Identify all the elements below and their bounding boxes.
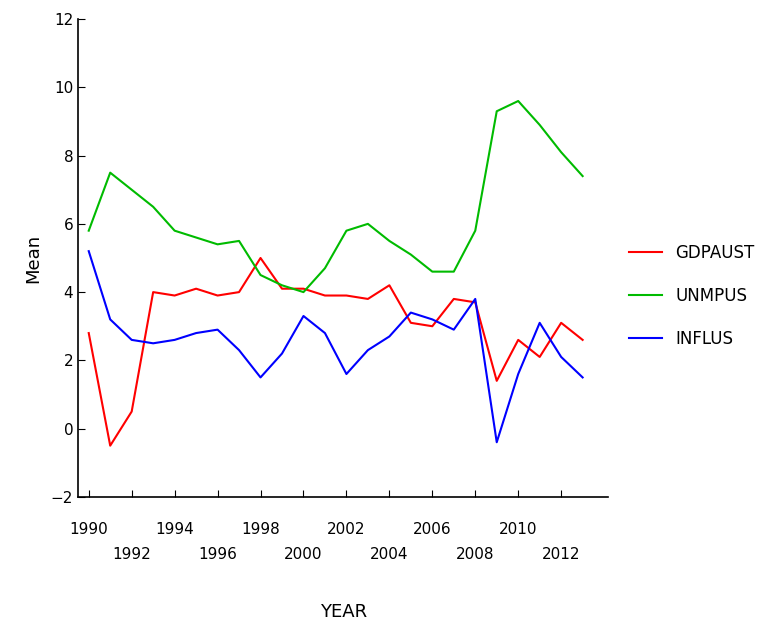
UNMPUS bbox=[578, 172, 587, 180]
INFLUS bbox=[342, 370, 351, 378]
UNMPUS bbox=[127, 186, 136, 194]
Y-axis label: Mean: Mean bbox=[24, 233, 42, 283]
GDPAUST bbox=[321, 292, 330, 299]
INFLUS bbox=[363, 347, 373, 354]
Text: 2004: 2004 bbox=[370, 547, 409, 562]
Text: 2006: 2006 bbox=[413, 522, 452, 537]
Line: UNMPUS: UNMPUS bbox=[89, 101, 583, 292]
INFLUS bbox=[321, 329, 330, 337]
INFLUS bbox=[191, 329, 200, 337]
GDPAUST bbox=[342, 292, 351, 299]
UNMPUS bbox=[342, 227, 351, 234]
GDPAUST bbox=[492, 377, 502, 385]
UNMPUS bbox=[256, 271, 265, 279]
GDPAUST bbox=[127, 408, 136, 415]
UNMPUS bbox=[321, 264, 330, 272]
UNMPUS bbox=[84, 227, 94, 234]
UNMPUS bbox=[492, 108, 502, 115]
UNMPUS bbox=[427, 268, 437, 275]
GDPAUST bbox=[535, 353, 544, 361]
UNMPUS bbox=[556, 148, 566, 156]
INFLUS bbox=[278, 350, 287, 357]
INFLUS bbox=[213, 326, 222, 334]
Text: 1994: 1994 bbox=[155, 522, 194, 537]
GDPAUST bbox=[105, 442, 115, 450]
INFLUS bbox=[427, 315, 437, 323]
Text: 2008: 2008 bbox=[456, 547, 495, 562]
Text: 2002: 2002 bbox=[327, 522, 366, 537]
GDPAUST bbox=[234, 289, 243, 296]
UNMPUS bbox=[449, 268, 459, 275]
GDPAUST bbox=[578, 336, 587, 344]
UNMPUS bbox=[299, 289, 308, 296]
UNMPUS bbox=[278, 282, 287, 289]
UNMPUS bbox=[363, 220, 373, 227]
UNMPUS bbox=[148, 203, 158, 211]
Text: 2010: 2010 bbox=[499, 522, 537, 537]
Text: 1992: 1992 bbox=[112, 547, 151, 562]
GDPAUST bbox=[170, 292, 179, 299]
GDPAUST bbox=[84, 329, 94, 337]
GDPAUST bbox=[363, 295, 373, 303]
INFLUS bbox=[105, 315, 115, 323]
UNMPUS bbox=[513, 97, 523, 105]
GDPAUST bbox=[278, 285, 287, 292]
Text: 1998: 1998 bbox=[241, 522, 280, 537]
Text: 1996: 1996 bbox=[198, 547, 237, 562]
INFLUS bbox=[578, 373, 587, 381]
INFLUS bbox=[148, 340, 158, 347]
GDPAUST bbox=[299, 285, 308, 292]
INFLUS bbox=[492, 438, 502, 446]
UNMPUS bbox=[105, 169, 115, 176]
GDPAUST bbox=[513, 336, 523, 344]
INFLUS bbox=[299, 312, 308, 320]
INFLUS bbox=[513, 370, 523, 378]
UNMPUS bbox=[191, 234, 200, 241]
GDPAUST bbox=[213, 292, 222, 299]
Text: YEAR: YEAR bbox=[320, 603, 367, 620]
INFLUS bbox=[84, 247, 94, 255]
Text: 2000: 2000 bbox=[284, 547, 323, 562]
INFLUS bbox=[256, 373, 265, 381]
GDPAUST bbox=[148, 289, 158, 296]
Line: GDPAUST: GDPAUST bbox=[89, 258, 583, 446]
INFLUS bbox=[234, 347, 243, 354]
GDPAUST bbox=[385, 282, 394, 289]
INFLUS bbox=[170, 336, 179, 344]
UNMPUS bbox=[535, 121, 544, 129]
INFLUS bbox=[127, 336, 136, 344]
GDPAUST bbox=[427, 322, 437, 330]
INFLUS bbox=[535, 319, 544, 327]
GDPAUST bbox=[191, 285, 200, 292]
Text: 1990: 1990 bbox=[69, 522, 108, 537]
GDPAUST bbox=[256, 254, 265, 262]
UNMPUS bbox=[406, 251, 416, 259]
GDPAUST bbox=[556, 319, 566, 327]
GDPAUST bbox=[406, 319, 416, 327]
GDPAUST bbox=[449, 295, 459, 303]
Text: 2012: 2012 bbox=[542, 547, 580, 562]
INFLUS bbox=[406, 309, 416, 317]
UNMPUS bbox=[234, 237, 243, 245]
INFLUS bbox=[449, 326, 459, 334]
Legend: GDPAUST, UNMPUS, INFLUS: GDPAUST, UNMPUS, INFLUS bbox=[622, 238, 761, 355]
UNMPUS bbox=[170, 227, 179, 234]
UNMPUS bbox=[385, 237, 394, 245]
UNMPUS bbox=[213, 241, 222, 248]
INFLUS bbox=[385, 333, 394, 340]
INFLUS bbox=[470, 295, 480, 303]
INFLUS bbox=[556, 353, 566, 361]
GDPAUST bbox=[470, 299, 480, 306]
Line: INFLUS: INFLUS bbox=[89, 251, 583, 442]
UNMPUS bbox=[470, 227, 480, 234]
